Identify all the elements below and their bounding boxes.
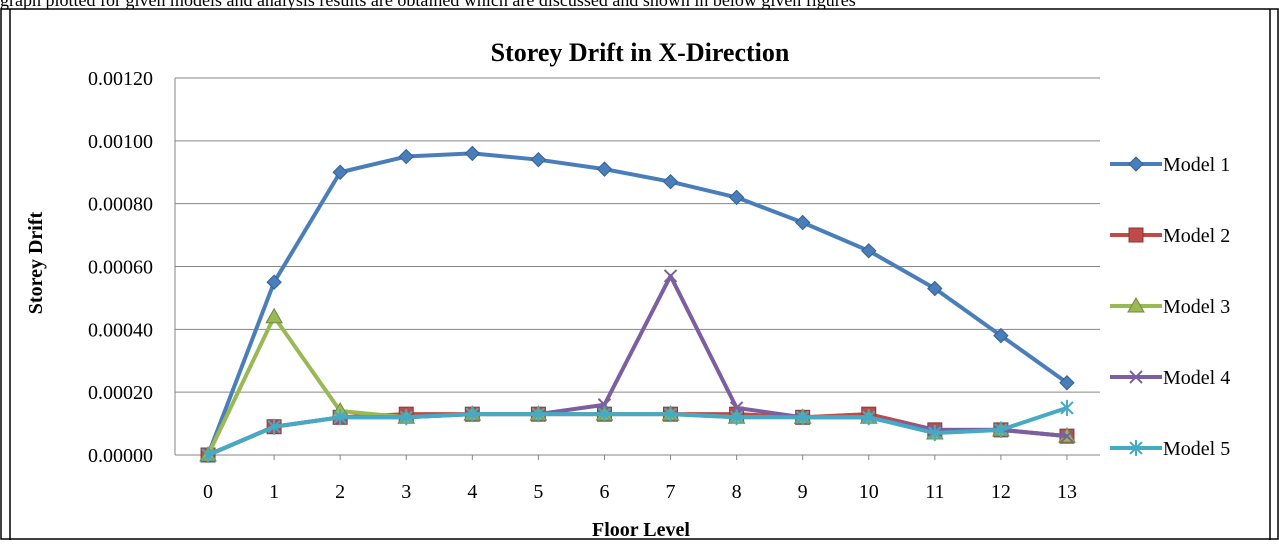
data-point-model-1-5 xyxy=(530,151,547,168)
legend-label-model-3: Model 3 xyxy=(1163,296,1230,318)
data-point-model-5-9 xyxy=(795,409,810,426)
data-point-model-1-3 xyxy=(398,148,414,165)
legend-marker-model-5 xyxy=(1129,440,1143,456)
outer-border xyxy=(0,8,1279,540)
legend-item-model-2: Model 2 xyxy=(1110,225,1230,247)
chart-frame: Storey Drift in X-Direction 0.00000 0.000… xyxy=(0,8,1279,541)
x-tick-label-3: 3 xyxy=(401,481,411,503)
data-point-model-1-7 xyxy=(662,173,679,190)
data-point-model-1-12 xyxy=(993,327,1009,344)
data-point-model-4-6 xyxy=(597,398,612,412)
x-tick-label-0: 0 xyxy=(203,481,213,503)
x-tick-label-6: 6 xyxy=(599,481,609,503)
storey-drift-chart: Storey Drift in X-Direction 0.000000.000… xyxy=(0,8,1279,541)
data-point-model-5-13 xyxy=(1060,399,1074,416)
data-point-model-5-1 xyxy=(267,418,281,435)
data-point-model-5-3 xyxy=(399,409,413,426)
legend-item-model-4: Model 4 xyxy=(1110,367,1230,389)
x-tick-label-12: 12 xyxy=(991,481,1011,503)
x-tick-label-7: 7 xyxy=(666,481,676,503)
data-point-model-1-6 xyxy=(596,161,613,177)
data-point-model-5-4 xyxy=(465,406,480,423)
data-point-model-5-0 xyxy=(201,447,215,463)
data-point-model-4-7 xyxy=(663,269,678,283)
legend-marker-model-4 xyxy=(1129,370,1143,384)
data-point-model-5-6 xyxy=(597,406,612,423)
x-tick-label-11: 11 xyxy=(925,481,944,503)
series-line-model-1 xyxy=(206,151,1069,456)
legend-marker-model-1 xyxy=(1128,156,1144,172)
x-tick-label-13: 13 xyxy=(1057,481,1077,503)
x-tick-label-2: 2 xyxy=(335,481,345,503)
y-tick-label-2: 0.00040 xyxy=(88,319,153,341)
x-tick-labels: 0 1 2 3 4 5 6 7 8 9 10 11 12 13 xyxy=(203,481,1077,503)
data-point-model-3-1 xyxy=(265,307,283,324)
y-tick-label-4: 0.00080 xyxy=(88,194,153,216)
data-point-model-1-11 xyxy=(927,280,943,297)
legend-item-model-3: Model 3 xyxy=(1110,296,1230,318)
data-point-model-5-8 xyxy=(729,409,744,426)
data-point-model-1-4 xyxy=(464,145,481,162)
series-model-1 xyxy=(200,145,1075,463)
data-point-model-1-2 xyxy=(332,164,348,180)
data-point-model-5-5 xyxy=(531,406,546,423)
y-tick-label-1: 0.00020 xyxy=(88,382,153,404)
x-tick-label-9: 9 xyxy=(798,481,808,503)
x-tick-label-8: 8 xyxy=(732,481,742,503)
legend-item-model-5: Model 5 xyxy=(1110,438,1230,460)
y-tick-label-6: 0.00120 xyxy=(88,68,153,90)
data-point-model-1-8 xyxy=(728,189,745,206)
data-point-model-1-9 xyxy=(794,214,811,231)
legend-label-model-2: Model 2 xyxy=(1163,225,1230,247)
legend-item-model-1: Model 1 xyxy=(1110,154,1230,176)
legend: Model 1 Model 2 Model 3 Model 4 Model 5 xyxy=(1110,154,1230,460)
series-line-model-5 xyxy=(207,405,1068,457)
x-tick-label-5: 5 xyxy=(533,481,543,503)
page-caption-fragment: graph plotted for given models and analy… xyxy=(0,0,1279,9)
legend-marker-model-3 xyxy=(1127,296,1145,313)
legend-marker-model-2 xyxy=(1128,227,1144,243)
data-point-model-4-13 xyxy=(1060,429,1074,443)
data-point-model-1-13 xyxy=(1059,375,1075,391)
data-point-model-4-8 xyxy=(729,401,744,415)
legend-label-model-4: Model 4 xyxy=(1163,367,1230,389)
data-point-model-5-7 xyxy=(663,406,678,423)
data-point-model-5-2 xyxy=(333,409,347,426)
data-point-model-1-1 xyxy=(266,274,282,290)
data-point-model-1-10 xyxy=(861,243,877,259)
x-tick-label-10: 10 xyxy=(859,481,879,503)
data-point-model-5-12 xyxy=(994,421,1008,438)
y-axis-title: Storey Drift xyxy=(25,211,47,314)
data-point-model-5-11 xyxy=(928,425,942,442)
y-tick-labels: 0.00000 0.00020 0.00040 0.00060 0.00080 0.001… xyxy=(88,68,153,467)
legend-label-model-1: Model 1 xyxy=(1163,154,1230,176)
y-tick-label-5: 0.00100 xyxy=(88,131,153,153)
axes xyxy=(174,78,1100,460)
legend-label-model-5: Model 5 xyxy=(1163,438,1230,460)
x-tick-label-1: 1 xyxy=(269,481,279,503)
y-tick-label-3: 0.00060 xyxy=(88,257,153,279)
x-tick-label-4: 4 xyxy=(467,481,477,503)
x-axis-title: Floor Level xyxy=(592,519,690,540)
y-tick-label-0: 0.00000 xyxy=(88,445,153,467)
series-layer xyxy=(199,145,1076,463)
chart-title: Storey Drift in X-Direction xyxy=(491,38,790,67)
data-point-model-5-10 xyxy=(862,409,876,426)
series-model-5 xyxy=(201,399,1074,463)
